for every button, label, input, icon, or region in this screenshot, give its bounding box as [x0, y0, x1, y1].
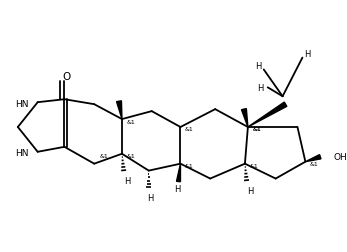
Polygon shape	[248, 103, 287, 128]
Polygon shape	[177, 164, 180, 182]
Text: O: O	[62, 72, 70, 82]
Text: &1: &1	[185, 164, 194, 169]
Text: HN: HN	[15, 99, 29, 108]
Text: H: H	[124, 176, 130, 185]
Text: &1: &1	[185, 127, 194, 132]
Text: H: H	[147, 193, 154, 202]
Text: HN: HN	[15, 149, 29, 158]
Polygon shape	[242, 109, 248, 128]
Text: &1: &1	[127, 154, 135, 159]
Text: H: H	[256, 62, 262, 71]
Text: &1: &1	[252, 127, 261, 132]
Text: OH: OH	[333, 153, 347, 162]
Text: H: H	[257, 83, 264, 92]
Text: &1: &1	[310, 162, 319, 167]
Text: &1: &1	[249, 164, 258, 169]
Text: H: H	[247, 186, 253, 195]
Text: H: H	[174, 184, 181, 193]
Text: &1: &1	[100, 154, 109, 159]
Text: &1: &1	[252, 127, 261, 132]
Text: &1: &1	[127, 119, 135, 124]
Polygon shape	[117, 101, 122, 120]
Polygon shape	[305, 155, 321, 162]
Text: H: H	[304, 50, 311, 59]
